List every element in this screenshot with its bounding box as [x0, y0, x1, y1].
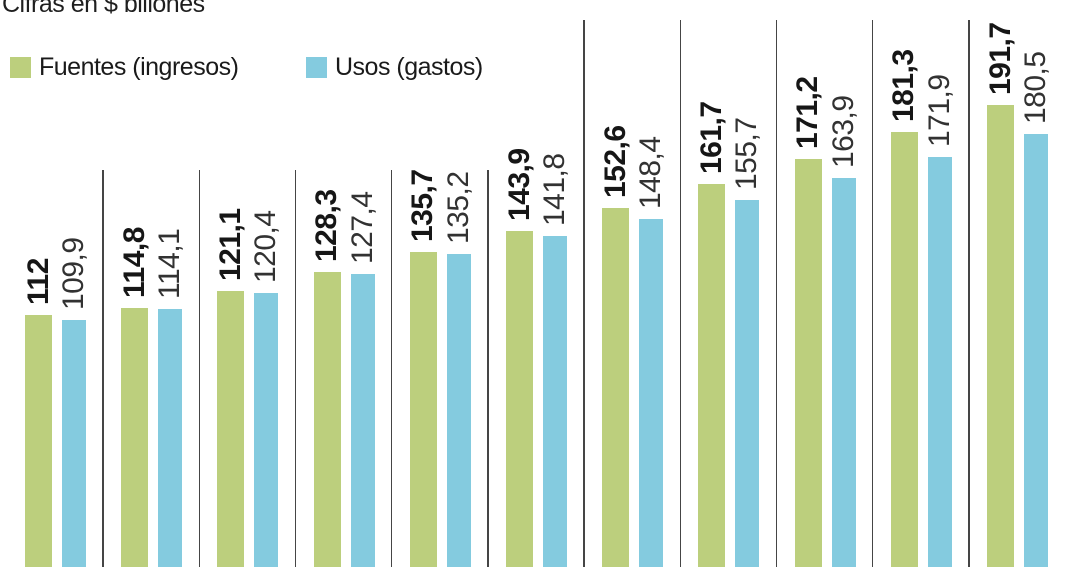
legend-swatch-fuentes-icon — [10, 57, 31, 78]
legend-label-usos: Usos (gastos) — [335, 53, 483, 81]
value-label-fuentes: 114,8 — [117, 226, 151, 298]
legend-item-fuentes: Fuentes (ingresos) — [10, 53, 239, 82]
bar-fuentes — [506, 230, 533, 567]
bar-usos — [62, 320, 86, 567]
bar-usos — [158, 309, 183, 567]
value-label-fuentes: 171,2 — [791, 76, 825, 149]
bar-usos — [446, 253, 471, 567]
value-label-usos: 120,4 — [249, 210, 283, 283]
value-label-usos: 109,9 — [57, 237, 90, 311]
value-label-fuentes: 143,9 — [502, 148, 536, 221]
group-divider — [583, 20, 585, 567]
bar-fuentes — [313, 271, 341, 567]
value-label-fuentes: 181,3 — [887, 49, 921, 123]
value-label-fuentes: 161,7 — [694, 101, 728, 174]
value-label-usos: 180,5 — [1019, 51, 1052, 125]
value-label-usos: 163,9 — [826, 95, 860, 169]
value-label-usos: 114,1 — [153, 228, 187, 300]
bar-usos — [639, 218, 664, 567]
bar-usos — [350, 274, 375, 567]
value-label-fuentes: 135,7 — [406, 169, 440, 243]
bar-usos — [735, 199, 760, 567]
value-label-usos: 148,4 — [634, 136, 668, 209]
value-label-fuentes: 112 — [21, 257, 55, 305]
group-divider — [198, 170, 201, 567]
bar-fuentes — [217, 290, 245, 567]
group-divider — [871, 20, 874, 567]
bar-usos — [254, 292, 279, 567]
group-divider — [390, 170, 393, 567]
legend-label-fuentes: Fuentes (ingresos) — [39, 53, 239, 81]
value-label-fuentes: 191,7 — [983, 22, 1017, 95]
value-label-fuentes: 121,1 — [213, 208, 247, 281]
legend-item-usos: Usos (gastos) — [306, 53, 483, 82]
group-divider — [487, 170, 489, 567]
group-divider — [294, 170, 297, 567]
bar-fuentes — [698, 183, 726, 567]
bar-usos — [927, 157, 952, 567]
group-divider — [775, 20, 778, 567]
value-label-usos: 171,9 — [922, 74, 956, 148]
bar-fuentes — [890, 132, 918, 567]
legend-swatch-usos-icon — [306, 57, 327, 78]
bar-usos — [543, 236, 567, 567]
value-label-fuentes: 128,3 — [310, 189, 344, 262]
bar-fuentes — [794, 158, 822, 567]
bar-fuentes — [121, 307, 149, 567]
bar-fuentes — [25, 314, 52, 567]
value-label-usos: 135,2 — [441, 171, 475, 244]
value-label-usos: 155,7 — [730, 117, 764, 190]
bar-fuentes — [409, 252, 437, 567]
value-label-usos: 141,8 — [538, 153, 571, 227]
value-label-usos: 127,4 — [345, 191, 379, 265]
group-divider — [679, 20, 682, 567]
chart-title: Cifras en $ billones — [2, 0, 205, 18]
group-divider — [968, 20, 970, 567]
bar-fuentes — [987, 104, 1014, 567]
bar-usos — [831, 178, 856, 567]
bar-fuentes — [602, 207, 630, 567]
value-label-fuentes: 152,6 — [598, 125, 632, 198]
bar-usos — [1024, 134, 1048, 567]
group-divider — [102, 170, 104, 567]
